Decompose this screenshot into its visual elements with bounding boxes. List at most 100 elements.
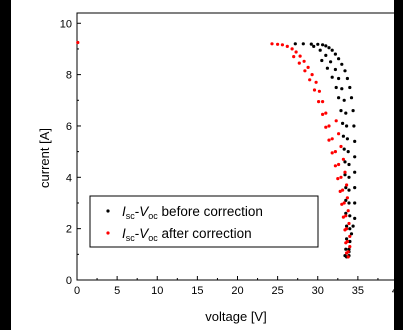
- x-tick-label: 35: [352, 285, 364, 297]
- data-point: [301, 42, 305, 46]
- data-point: [321, 43, 325, 47]
- data-point: [324, 125, 328, 129]
- data-point: [349, 96, 354, 100]
- data-point: [345, 76, 349, 81]
- data-point: [346, 209, 350, 213]
- data-point: [339, 175, 343, 179]
- data-point: [330, 151, 334, 155]
- data-point: [345, 224, 349, 228]
- y-tick-label: 6: [66, 121, 72, 133]
- data-point: [314, 80, 318, 84]
- data-point: [330, 137, 334, 141]
- data-point: [343, 69, 347, 73]
- data-point: [353, 201, 357, 205]
- data-point: [310, 73, 314, 77]
- data-point: [353, 216, 357, 220]
- data-point: [339, 144, 343, 149]
- data-point: [341, 188, 345, 192]
- data-point: [348, 239, 352, 244]
- x-tick-label: 25: [272, 285, 284, 297]
- data-point: [303, 69, 307, 73]
- data-point: [76, 40, 80, 45]
- data-point: [341, 215, 345, 219]
- data-point: [351, 224, 355, 228]
- data-point: [343, 254, 347, 258]
- data-point: [344, 111, 348, 115]
- data-point: [321, 100, 325, 104]
- data-point: [285, 44, 289, 49]
- data-point: [334, 119, 338, 123]
- data-point: [352, 124, 356, 128]
- series-before-correction: [293, 42, 357, 259]
- data-point: [337, 162, 341, 167]
- data-point: [329, 60, 333, 64]
- y-tick-label: 8: [66, 70, 72, 82]
- data-point: [297, 61, 301, 65]
- figure-panel: [11, 0, 394, 330]
- x-axis-title: voltage [V]: [205, 309, 266, 324]
- data-point: [330, 48, 334, 52]
- data-point: [353, 186, 357, 190]
- data-point: [345, 137, 349, 141]
- data-point: [345, 124, 349, 128]
- legend-box: [89, 195, 319, 248]
- data-point: [318, 48, 322, 52]
- x-tick-label: 10: [151, 285, 163, 297]
- series-after-correction: [76, 40, 352, 259]
- data-point: [345, 196, 349, 200]
- data-point: [324, 53, 328, 58]
- data-point: [345, 251, 349, 255]
- x-tick-label: 5: [114, 285, 120, 297]
- data-point: [340, 62, 344, 66]
- legend-marker-before: [106, 209, 110, 213]
- data-point: [333, 150, 337, 154]
- legend-entry-after: Isc-Voc after correction: [122, 226, 252, 243]
- legend-marker-after: [106, 231, 110, 235]
- data-point: [336, 177, 340, 181]
- data-point: [343, 170, 347, 174]
- data-point: [320, 58, 324, 63]
- data-point: [340, 202, 344, 206]
- y-tick-label: 2: [66, 224, 72, 236]
- data-point: [327, 124, 331, 128]
- data-point: [333, 67, 337, 72]
- data-point: [344, 211, 348, 215]
- data-point: [343, 160, 347, 164]
- data-point: [353, 155, 357, 159]
- data-point: [312, 88, 317, 92]
- data-point: [342, 147, 346, 151]
- data-point: [321, 112, 325, 116]
- data-point: [317, 100, 321, 104]
- data-point: [292, 55, 296, 59]
- data-point: [337, 132, 341, 136]
- data-point: [348, 227, 352, 231]
- data-point: [276, 42, 280, 46]
- x-tick-label: 0: [74, 285, 80, 297]
- data-point: [337, 76, 341, 81]
- data-point: [342, 98, 346, 102]
- data-point: [347, 221, 351, 226]
- data-point: [348, 234, 352, 238]
- data-point: [338, 189, 342, 193]
- data-point: [344, 247, 348, 251]
- data-point: [337, 57, 341, 61]
- legend: Isc-Voc before correction Isc-Voc after …: [89, 195, 319, 248]
- data-point: [280, 43, 284, 47]
- y-tick-label: 4: [66, 172, 72, 184]
- axis-ticks: 0 5 10 15 20 25 30 35 40 0 2 4 6 8 10: [60, 18, 403, 297]
- data-point: [344, 214, 348, 218]
- data-point: [343, 173, 347, 177]
- data-point: [334, 85, 338, 90]
- x-tick-label: 30: [312, 285, 324, 297]
- data-point: [351, 109, 355, 113]
- data-point: [347, 247, 351, 251]
- data-point: [347, 175, 351, 179]
- data-point: [348, 245, 352, 249]
- data-point: [316, 42, 320, 46]
- data-point: [290, 47, 294, 51]
- data-point: [306, 65, 310, 69]
- data-point: [341, 157, 345, 161]
- data-point: [309, 42, 313, 46]
- data-point: [353, 139, 357, 143]
